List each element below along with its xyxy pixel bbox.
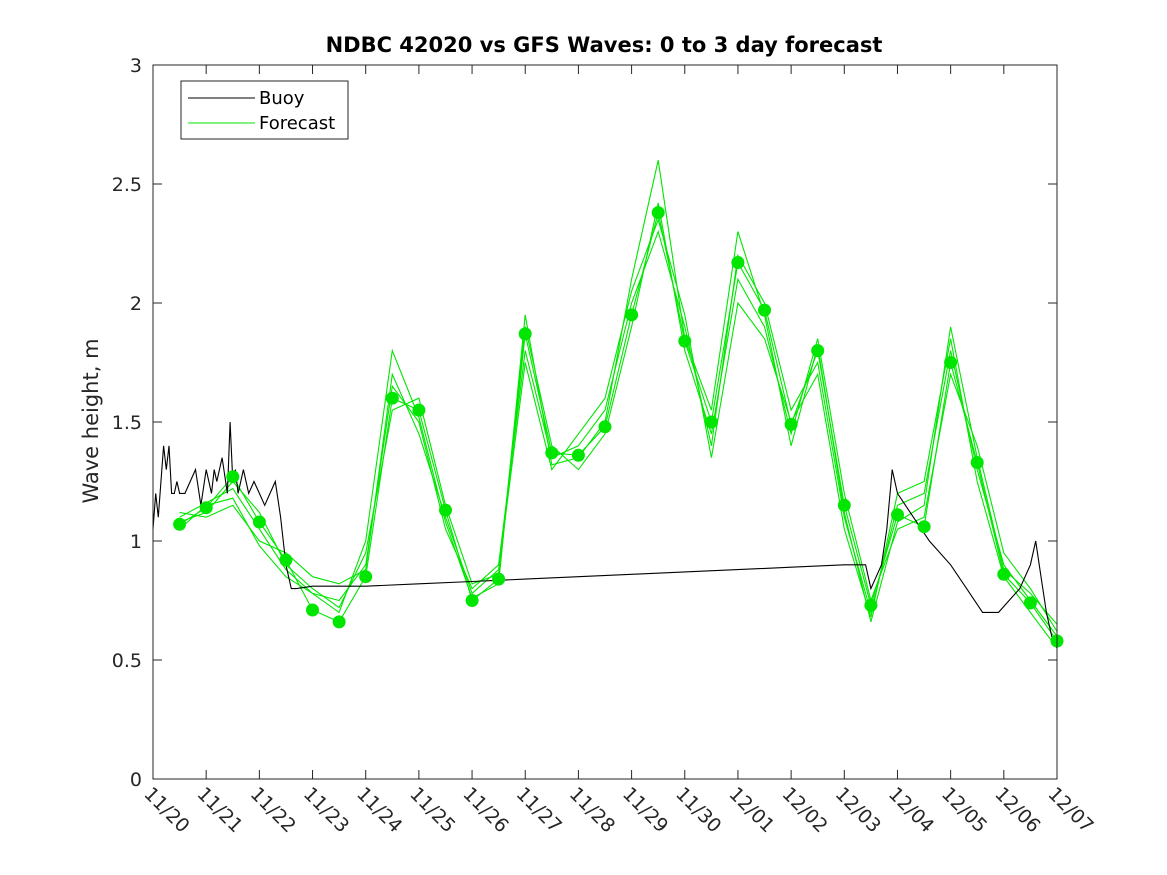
forecast-marker	[997, 567, 1011, 581]
y-tick-label: 0.5	[112, 650, 142, 672]
forecast-marker	[864, 598, 878, 612]
forecast-marker	[651, 206, 665, 220]
y-tick-label: 1	[130, 531, 142, 553]
forecast-marker	[332, 615, 346, 629]
forecast-marker	[704, 415, 718, 429]
forecast-marker	[518, 327, 532, 341]
forecast-marker	[252, 515, 266, 529]
legend: Buoy Forecast	[180, 80, 349, 140]
forecast-marker	[279, 553, 293, 567]
forecast-line-4	[179, 217, 1057, 649]
y-tick-label: 2.5	[112, 174, 142, 196]
series-group	[153, 160, 1057, 649]
forecast-marker	[359, 570, 373, 584]
forecast-marker	[731, 256, 745, 269]
legend-box	[180, 80, 349, 140]
y-tick-label: 3	[130, 55, 142, 77]
y-axis-label: Wave height, m	[79, 338, 103, 503]
forecast-marker	[173, 517, 187, 531]
forecast-marker	[492, 572, 506, 586]
chart-title: NDBC 42020 vs GFS Waves: 0 to 3 day fore…	[326, 33, 883, 57]
forecast-marker	[226, 470, 240, 484]
forecast-marker	[970, 456, 984, 469]
forecast-marker	[784, 417, 798, 431]
forecast-marker	[891, 508, 904, 522]
forecast-marker	[758, 303, 771, 317]
forecast-marker	[465, 594, 479, 607]
forecast-marker	[944, 356, 958, 369]
forecast-marker	[811, 344, 825, 358]
forecast-marker	[598, 420, 612, 434]
y-tick-label: 0	[130, 769, 142, 791]
buoy-line	[153, 421, 1057, 649]
forecast-marker	[917, 520, 931, 534]
forecast-line-1	[179, 212, 1057, 642]
y-tick-label: 1.5	[112, 412, 142, 434]
forecast-marker	[199, 501, 213, 515]
forecast-marker	[571, 448, 585, 462]
forecast-line-3	[179, 202, 1057, 632]
y-tick-label: 2	[130, 293, 142, 315]
legend-forecast-label: Forecast	[259, 113, 335, 134]
forecast-line-2	[179, 229, 1057, 637]
forecast-marker	[545, 446, 559, 460]
forecast-marker	[1023, 596, 1037, 610]
forecast-marker	[385, 391, 399, 405]
legend-buoy-label: Buoy	[259, 88, 305, 109]
forecast-marker	[412, 403, 426, 417]
forecast-marker	[439, 503, 452, 517]
forecast-marker	[306, 603, 319, 617]
forecast-marker	[837, 498, 851, 512]
forecast-marker	[678, 334, 692, 348]
forecast-marker	[625, 308, 639, 322]
plot-area: 00.511.522.5311/2011/2111/2211/2311/2411…	[112, 55, 1098, 837]
